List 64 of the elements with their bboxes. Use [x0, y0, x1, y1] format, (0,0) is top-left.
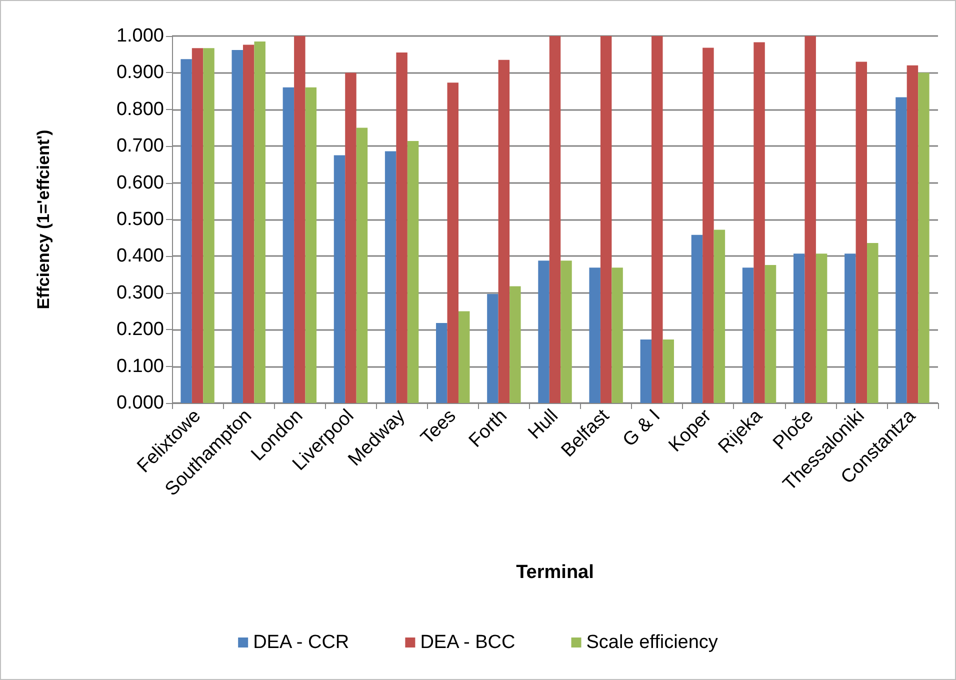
bar [589, 268, 600, 403]
y-tick-label: 0.100 [116, 356, 164, 377]
bar [560, 260, 572, 403]
bar [232, 50, 243, 403]
y-tick-label: 0.900 [116, 62, 164, 84]
legend-label: DEA - BCC [420, 632, 516, 653]
bar [436, 322, 448, 403]
bar [282, 87, 294, 403]
bar [662, 340, 674, 403]
bar [600, 36, 612, 403]
bar [793, 254, 805, 403]
bar [334, 155, 346, 403]
bar [305, 87, 317, 403]
bar [356, 128, 368, 403]
y-tick-label: 0.000 [116, 392, 164, 414]
bar [764, 265, 776, 403]
bar [242, 44, 254, 403]
x-tick-label: Hull [524, 406, 562, 444]
bar [396, 52, 408, 403]
bar [867, 242, 878, 403]
x-tick-label: G & I [619, 406, 665, 452]
bar [192, 48, 204, 403]
x-axis-title: Terminal [516, 562, 594, 583]
bar [652, 36, 663, 403]
bar [640, 340, 652, 403]
bar [754, 42, 765, 403]
bar [510, 286, 521, 403]
y-tick-label: 0.800 [116, 98, 164, 120]
bar [549, 36, 561, 403]
y-tick-label: 0.500 [116, 209, 164, 230]
bar [856, 62, 868, 403]
bar [487, 294, 498, 403]
y-tick-label: 0.200 [116, 319, 164, 340]
bar [498, 60, 510, 403]
bar [180, 59, 192, 403]
bar [447, 82, 458, 403]
y-tick-label: 0.700 [116, 136, 164, 157]
bar [294, 36, 306, 403]
bar [896, 97, 907, 403]
bar [906, 65, 918, 403]
legend-label: Scale efficiency [586, 632, 718, 653]
bar [345, 72, 356, 403]
bar [742, 268, 754, 403]
x-tick-label: Tees [417, 406, 460, 449]
bar [691, 234, 703, 403]
bar [384, 151, 396, 403]
bar [844, 254, 856, 403]
bar [816, 254, 828, 403]
y-axis-title: Effciency (1='effcient') [34, 130, 53, 310]
bar [407, 140, 419, 403]
bar [918, 72, 930, 403]
bar [702, 48, 714, 403]
y-tick-label: 0.600 [116, 172, 164, 194]
bar [804, 36, 816, 403]
y-tick-label: 0.300 [116, 282, 164, 304]
y-tick-label: 0.400 [116, 246, 164, 267]
legend-label: DEA - CCR [253, 632, 350, 653]
bar [612, 268, 623, 403]
bar [714, 230, 726, 403]
bar [538, 260, 550, 403]
bar [203, 48, 214, 403]
bar [254, 42, 266, 403]
bar [458, 311, 470, 403]
y-tick-label: 1.000 [116, 26, 164, 46]
